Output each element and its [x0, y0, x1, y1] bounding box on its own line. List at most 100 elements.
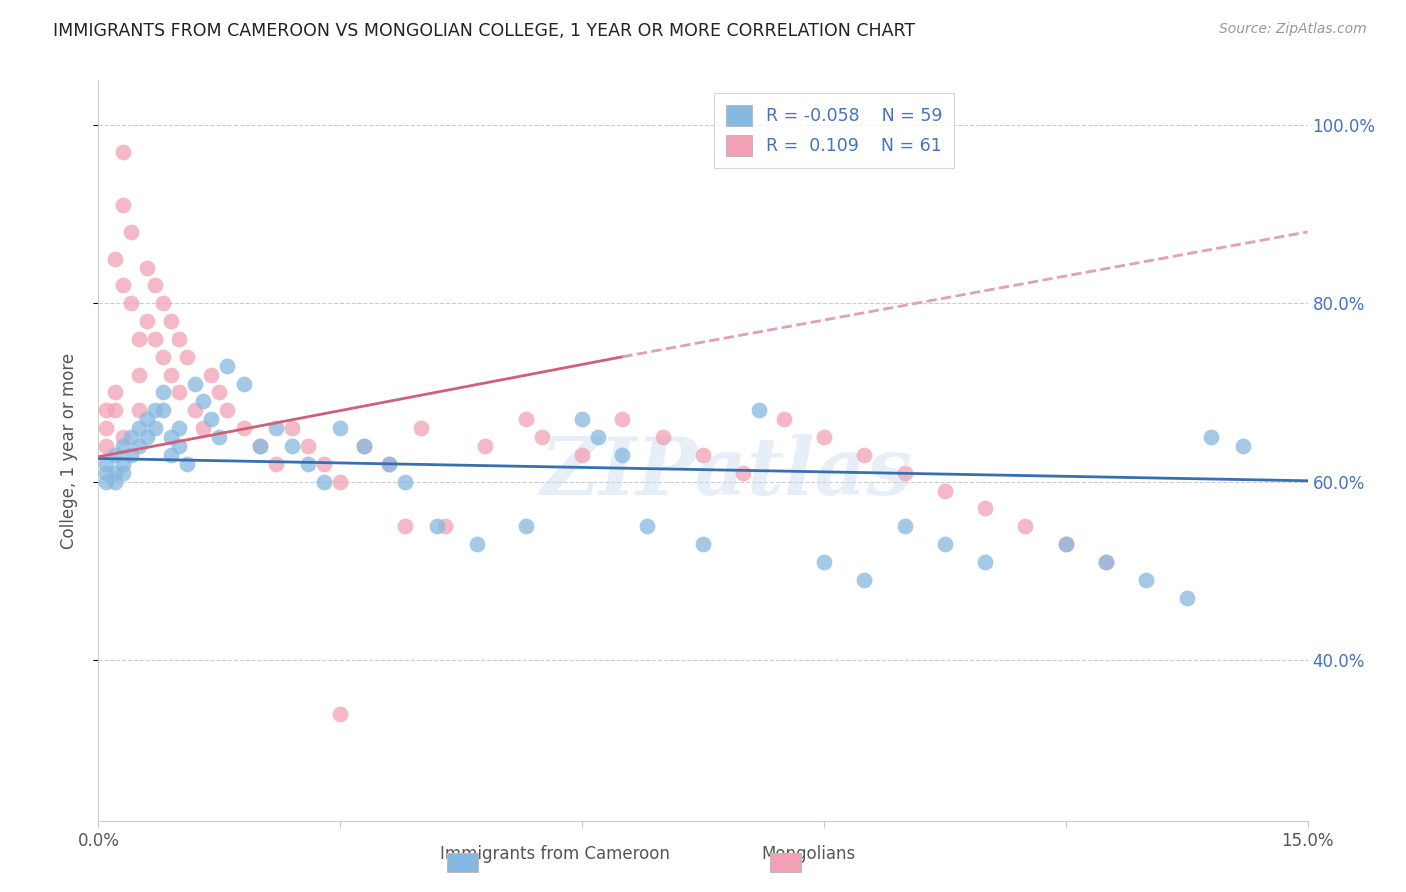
Point: [152, 296, 174, 310]
Point: [135, 314, 157, 328]
Point: [314, 457, 336, 471]
Point: [1199, 430, 1222, 444]
Point: [530, 430, 553, 444]
Point: [249, 439, 271, 453]
Point: [377, 457, 399, 471]
Text: ZIPatlas: ZIPatlas: [541, 434, 914, 511]
Point: [1232, 439, 1254, 453]
Point: [143, 421, 166, 435]
Point: [281, 421, 304, 435]
Point: [217, 359, 239, 373]
Text: Immigrants from Cameroon: Immigrants from Cameroon: [440, 846, 671, 863]
Point: [96, 439, 118, 453]
Point: [143, 403, 166, 417]
Point: [772, 412, 794, 426]
Point: [120, 430, 142, 444]
Point: [96, 475, 118, 489]
Point: [394, 519, 416, 533]
Point: [264, 421, 287, 435]
Point: [434, 519, 457, 533]
Point: [184, 403, 207, 417]
Point: [184, 376, 207, 391]
Point: [1054, 537, 1077, 551]
Point: [612, 412, 634, 426]
Point: [103, 475, 125, 489]
Point: [353, 439, 375, 453]
Point: [167, 332, 190, 346]
Point: [160, 430, 183, 444]
Point: [111, 278, 134, 293]
Point: [1014, 519, 1036, 533]
Point: [160, 448, 183, 462]
Point: [329, 706, 352, 721]
Point: [329, 421, 352, 435]
Point: [160, 314, 183, 328]
Point: [152, 385, 174, 400]
Point: [692, 448, 714, 462]
Point: [297, 457, 319, 471]
Point: [167, 421, 190, 435]
Point: [813, 430, 835, 444]
Point: [612, 448, 634, 462]
Point: [193, 421, 215, 435]
Text: IMMIGRANTS FROM CAMEROON VS MONGOLIAN COLLEGE, 1 YEAR OR MORE CORRELATION CHART: IMMIGRANTS FROM CAMEROON VS MONGOLIAN CO…: [53, 22, 915, 40]
Point: [329, 475, 352, 489]
Point: [152, 403, 174, 417]
Point: [377, 457, 399, 471]
Point: [426, 519, 449, 533]
Point: [748, 403, 770, 417]
Point: [135, 412, 157, 426]
Point: [167, 439, 190, 453]
Point: [111, 457, 134, 471]
Point: [208, 430, 231, 444]
Point: [96, 457, 118, 471]
Point: [893, 519, 915, 533]
Point: [974, 501, 997, 516]
Point: [692, 537, 714, 551]
Point: [167, 385, 190, 400]
Point: [1095, 555, 1118, 569]
Point: [128, 368, 150, 382]
Point: [128, 439, 150, 453]
Point: [111, 439, 134, 453]
Point: [193, 394, 215, 409]
Point: [128, 403, 150, 417]
Point: [120, 296, 142, 310]
Point: [160, 368, 183, 382]
Point: [571, 448, 593, 462]
Point: [135, 260, 157, 275]
Legend: R = -0.058    N = 59, R =  0.109    N = 61: R = -0.058 N = 59, R = 0.109 N = 61: [714, 93, 955, 168]
Point: [934, 537, 956, 551]
Point: [1135, 573, 1157, 587]
Point: [96, 421, 118, 435]
Point: [96, 466, 118, 480]
Point: [96, 403, 118, 417]
Point: [893, 466, 915, 480]
Point: [1054, 537, 1077, 551]
Point: [103, 403, 125, 417]
Point: [103, 252, 125, 266]
Point: [515, 519, 537, 533]
Point: [128, 332, 150, 346]
Y-axis label: College, 1 year or more: College, 1 year or more: [59, 352, 77, 549]
Point: [232, 376, 254, 391]
Point: [586, 430, 609, 444]
Point: [297, 439, 319, 453]
Point: [176, 457, 198, 471]
Point: [314, 475, 336, 489]
Point: [281, 439, 304, 453]
Point: [111, 145, 134, 159]
Text: Mongolians: Mongolians: [761, 846, 856, 863]
Point: [813, 555, 835, 569]
Point: [853, 448, 876, 462]
Point: [200, 412, 222, 426]
Point: [1175, 591, 1198, 605]
Point: [353, 439, 375, 453]
Point: [571, 412, 593, 426]
Point: [120, 448, 142, 462]
Point: [651, 430, 673, 444]
Point: [103, 448, 125, 462]
Point: [465, 537, 488, 551]
Point: [135, 430, 157, 444]
Point: [974, 555, 997, 569]
